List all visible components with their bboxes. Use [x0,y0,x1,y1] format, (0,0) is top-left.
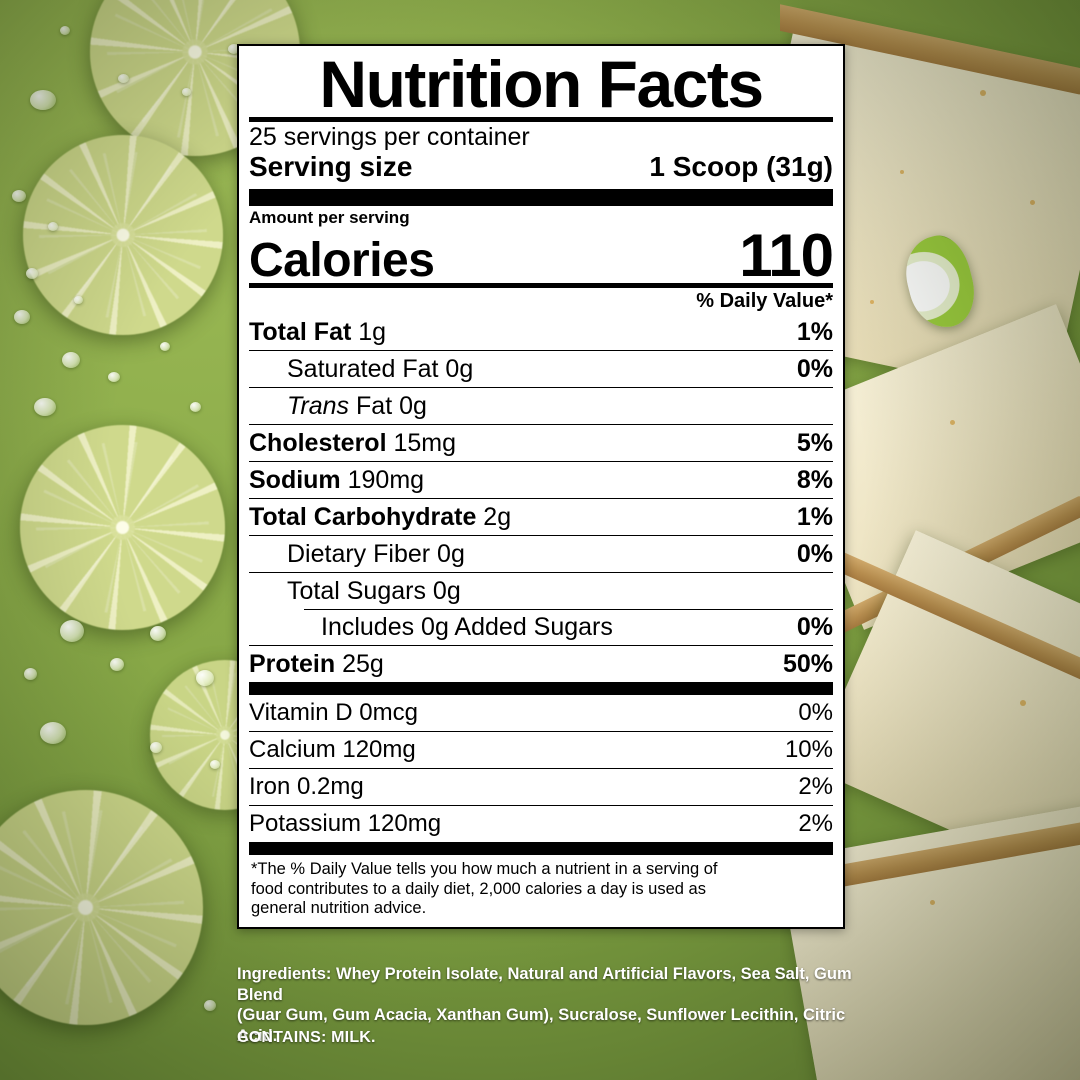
nutrient-row-cholesterol: Cholesterol 15mg 5% [249,423,833,461]
micronutrient-row-potassium: Potassium 120mg 2% [249,804,833,842]
nutrient-row-dietary-fiber: Dietary Fiber 0g 0% [249,534,833,572]
water-droplet [110,658,124,671]
ingredients-line-1: Ingredients: Whey Protein Isolate, Natur… [237,965,852,1004]
micronutrient-row-calcium: Calcium 120mg 10% [249,730,833,768]
water-droplet [48,222,58,231]
lime-slice-icon [23,135,223,335]
water-droplet [74,296,83,304]
calories-row: Calories 110 [249,221,834,289]
nutrient-dv: 1% [796,317,833,346]
micronutrient-name: Vitamin D 0mcg [249,698,418,726]
nutrient-row-total-carbohydrate: Total Carbohydrate 2g 1% [249,497,833,535]
nutrient-name: Dietary Fiber 0g [287,539,465,568]
nutrient-row-total-sugars: Total Sugars 0g [249,571,833,609]
water-droplet [204,1000,216,1011]
nutrient-name: Total Carbohydrate 2g [249,502,512,531]
lime-slice-icon [20,425,225,630]
micronutrient-name: Iron 0.2mg [249,772,364,800]
amount-per-serving-label: Amount per serving [249,207,410,227]
lime-slice-icon [0,790,203,1025]
nutrient-name: Cholesterol 15mg [249,428,457,457]
thick-divider-micros [249,681,833,695]
water-droplet [182,88,191,96]
crumb-speck [930,900,935,905]
water-droplet [24,668,37,680]
serving-size-label: Serving size [249,150,413,182]
micronutrient-dv: 2% [798,809,833,837]
nutrient-name: Sodium 190mg [249,465,425,494]
serving-size-row: Serving size 1 Scoop (31g) [249,151,833,186]
nutrient-dv: 0% [796,354,833,383]
water-droplet [160,342,170,351]
thick-divider-footnote [249,841,833,855]
allergen-statement: CONTAINS: MILK. [237,1029,376,1046]
micronutrient-dv: 2% [798,772,833,800]
nutrition-facts-panel: Nutrition Facts 25 servings per containe… [237,44,845,930]
micronutrient-dv: 0% [798,698,833,726]
daily-value-footnote: *The % Daily Value tells you how much a … [249,855,833,920]
water-droplet [26,268,38,279]
micronutrient-dv: 10% [784,735,833,763]
crumb-speck [1030,200,1035,205]
serving-size-value: 1 Scoop (31g) [649,150,833,182]
water-droplet [150,742,162,753]
nutrient-name: Includes 0g Added Sugars [321,612,613,641]
water-droplet [34,398,56,416]
calories-divider [249,282,833,288]
footnote-line-3: general nutrition advice. [251,899,427,918]
water-droplet [30,90,56,110]
calories-value: 110 [739,221,834,289]
water-droplet [190,402,201,412]
nutrient-row-protein: Protein 25g 50% [249,644,833,682]
daily-value-header: % Daily Value* [696,289,833,312]
nutrient-dv: 0% [796,612,833,641]
water-droplet [118,74,129,83]
crumb-speck [950,420,955,425]
calories-label: Calories [249,233,435,287]
nutrient-dv: 8% [796,465,833,494]
nutrient-name: Protein 25g [249,649,384,678]
nutrient-name: Saturated Fat 0g [287,354,474,383]
water-droplet [14,310,30,324]
micronutrient-name: Calcium 120mg [249,735,416,763]
footnote-line-1: *The % Daily Value tells you how much a … [251,859,718,878]
nutrient-dv: 5% [796,428,833,457]
micronutrient-name: Potassium 120mg [249,809,442,837]
water-droplet [196,670,214,686]
crumb-speck [980,90,986,96]
nutrient-dv: 50% [782,649,833,678]
crumb-speck [900,170,904,174]
crumb-speck [1020,700,1026,706]
water-droplet [62,352,80,368]
ingredients-line-2: (Guar Gum, Gum Acacia, Xanthan Gum), Suc… [237,1006,846,1045]
nutrient-row-saturated-fat: Saturated Fat 0g 0% [249,349,833,387]
nutrient-name: Total Sugars 0g [287,576,461,605]
water-droplet [60,26,70,35]
water-droplet [40,722,66,744]
water-droplet [150,626,166,641]
nutrient-name: Trans Fat 0g [287,391,427,420]
nutrient-dv: 0% [796,539,833,568]
water-droplet [12,190,26,202]
water-droplet [108,372,120,382]
water-droplet [210,760,220,769]
title-divider [249,116,833,122]
nutrient-row-sodium: Sodium 190mg 8% [249,460,833,498]
water-droplet [60,620,84,642]
crumb-speck [870,300,874,304]
water-droplet [228,44,240,54]
nutrient-row-total-fat: Total Fat 1g 1% [249,314,833,350]
nutrient-name: Total Fat 1g [249,317,387,346]
micronutrient-row-iron: Iron 0.2mg 2% [249,767,833,805]
servings-per-container: 25 servings per container [249,122,530,151]
micronutrient-row-vitamin-d: Vitamin D 0mcg 0% [249,695,833,731]
thick-divider-top [249,188,833,206]
nutrient-dv: 1% [796,502,833,531]
footnote-line-2: food contributes to a daily diet, 2,000 … [251,879,706,898]
nutrient-row-trans-fat: Trans Fat 0g [249,386,833,424]
nutrient-row-added-sugars: Includes 0g Added Sugars 0% [249,608,833,645]
ingredients-text: Ingredients: Whey Protein Isolate, Natur… [237,964,859,1047]
nutrition-facts-title: Nutrition Facts [319,47,764,121]
